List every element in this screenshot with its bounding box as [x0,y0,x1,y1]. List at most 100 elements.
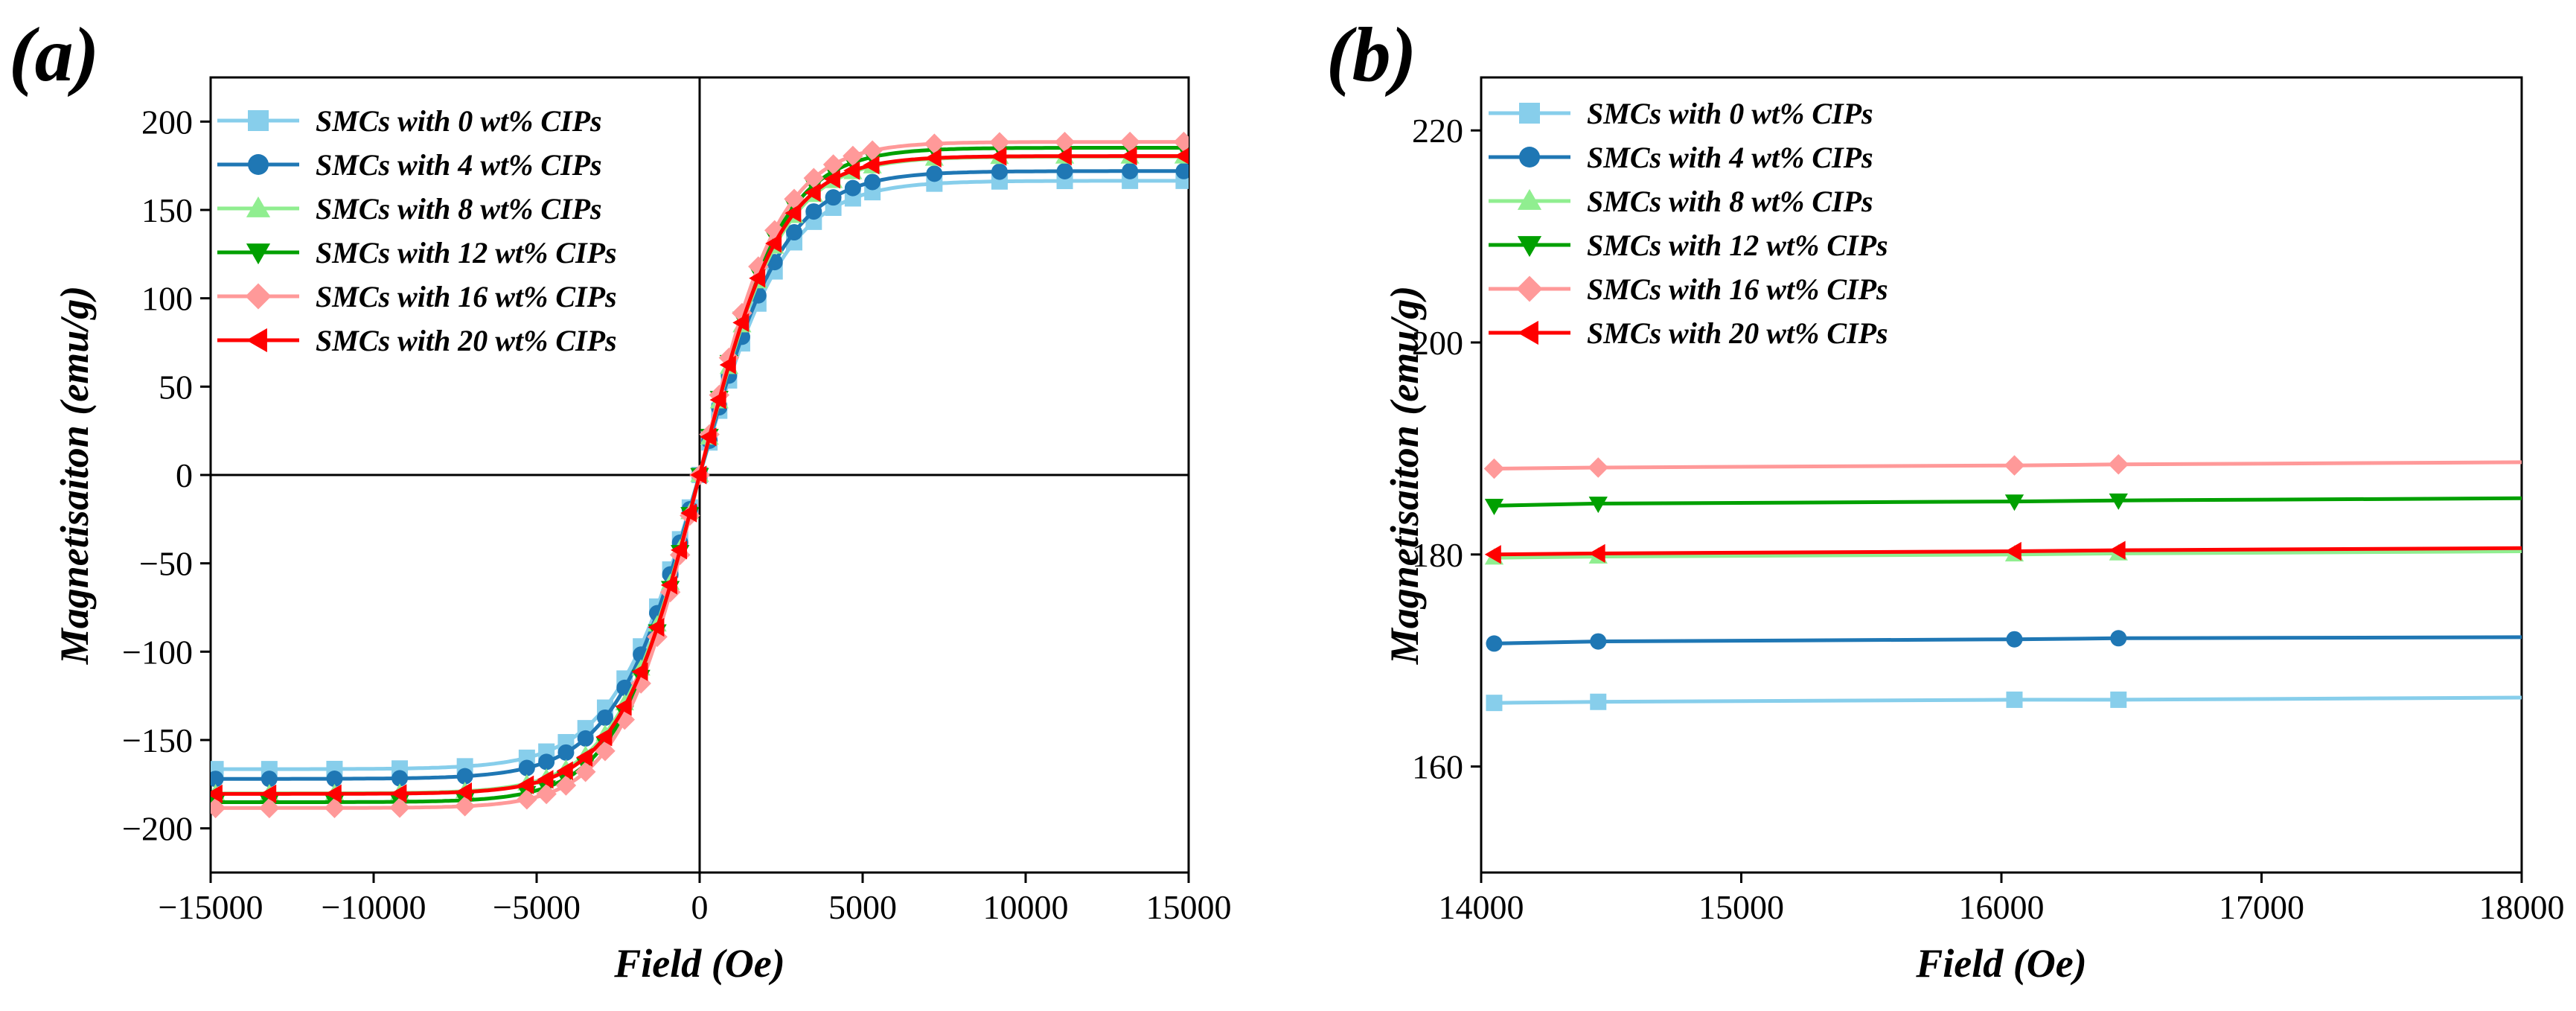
data-point [537,770,554,789]
panel-label: (a) [9,12,99,98]
legend-label: SMCs with 20 wt% CIPs [316,324,617,357]
legend-label: SMCs with 8 wt% CIPs [316,192,602,226]
data-point [2006,631,2023,648]
data-point [538,753,555,771]
data-point [2006,691,2023,708]
legend-label: SMCs with 16 wt% CIPs [316,280,617,313]
y-tick-label: 180 [1412,536,1463,574]
data-point [324,797,345,819]
y-tick-label: 220 [1412,112,1463,150]
data-point [700,427,717,447]
data-point [843,145,863,167]
legend-marker [248,154,269,175]
legend-label: SMCs with 16 wt% CIPs [1587,272,1888,306]
chart-panel-b: 14000 15000 16000 17000 18000 160 180 200 220 Fie… [1326,12,2565,986]
data-point [1588,543,1605,564]
data-point [709,390,726,409]
data-point [1486,695,1503,712]
x-tick-label: 5000 [828,888,897,926]
data-point [575,762,596,782]
data-point [576,747,593,767]
y-tick-label: 160 [1412,748,1463,786]
data-point [556,761,573,780]
data-point [1486,635,1503,652]
x-tick-label: −10000 [322,888,426,926]
data-point [391,770,409,787]
data-point [2109,493,2128,510]
data-point [823,170,840,189]
x-tick-label: 0 [691,888,709,926]
y-tick-label: 100 [141,280,193,318]
data-point [991,163,1008,180]
x-axis-label: Field (Oe) [1915,941,2086,986]
series-1 [1486,630,2522,652]
data-point [863,156,880,175]
data-point [389,797,410,818]
data-point [390,784,407,803]
data-point [211,797,226,819]
legend-marker [246,243,271,265]
data-point [719,355,736,374]
data-point [211,771,224,788]
data-point [784,188,805,210]
x-tick-label: 16000 [1959,888,2045,926]
data-point [784,203,802,223]
data-point [671,540,688,560]
panel-label: (b) [1326,12,1416,98]
data-point [615,697,632,716]
data-point [2109,540,2126,560]
data-point [557,744,575,761]
y-tick-label: 200 [141,103,193,141]
x-tick-label: 14000 [1439,888,1524,926]
data-point [660,575,677,595]
data-point [924,148,942,168]
legend-marker [246,328,267,353]
legend-label: SMCs with 0 wt% CIPs [316,104,602,138]
legend-label: SMCs with 12 wt% CIPs [1587,229,1888,262]
data-point [1056,162,1073,179]
legend-label: SMCs with 4 wt% CIPs [316,148,602,182]
data-point [455,782,472,802]
data-point [680,503,697,523]
data-point [456,768,473,785]
data-point [2004,541,2022,561]
data-point [326,771,343,788]
data-point [595,727,613,747]
x-tick-label: −15000 [159,888,263,926]
data-point [2110,630,2127,647]
data-point [631,662,648,681]
y-tick-label: −200 [122,810,193,848]
data-point [825,189,842,206]
data-point [843,161,860,180]
data-point [804,183,821,202]
data-point [990,147,1007,166]
data-point [517,788,537,810]
data-point [803,168,825,188]
x-tick-label: 18000 [2479,888,2565,926]
data-point [1484,498,1504,515]
data-point [596,709,613,726]
y-axis-label: Magnetisaiton (emu/g) [52,286,97,666]
data-point [595,740,616,762]
y-tick-label: 200 [1412,324,1463,362]
legend-label: SMCs with 8 wt% CIPs [1587,185,1873,218]
data-point [749,269,766,288]
x-tick-label: 10000 [983,888,1069,926]
data-point [2004,494,2024,511]
data-point [1120,146,1137,166]
legend: SMCs with 0 wt% CIPs SMCs with 4 wt% CIPs… [217,104,617,357]
data-point [261,771,278,788]
legend-marker [1519,103,1540,124]
x-tick-label: 15000 [1698,888,1784,926]
data-point [1588,497,1608,514]
data-point [1590,633,1607,650]
data-point [1054,131,1076,153]
data-point [1175,162,1189,179]
series-4 [1483,454,2522,479]
legend-marker [245,283,272,310]
legend-marker [1517,188,1542,210]
x-tick-label: 17000 [2219,888,2304,926]
data-point [555,775,577,796]
data-point [1173,131,1189,153]
